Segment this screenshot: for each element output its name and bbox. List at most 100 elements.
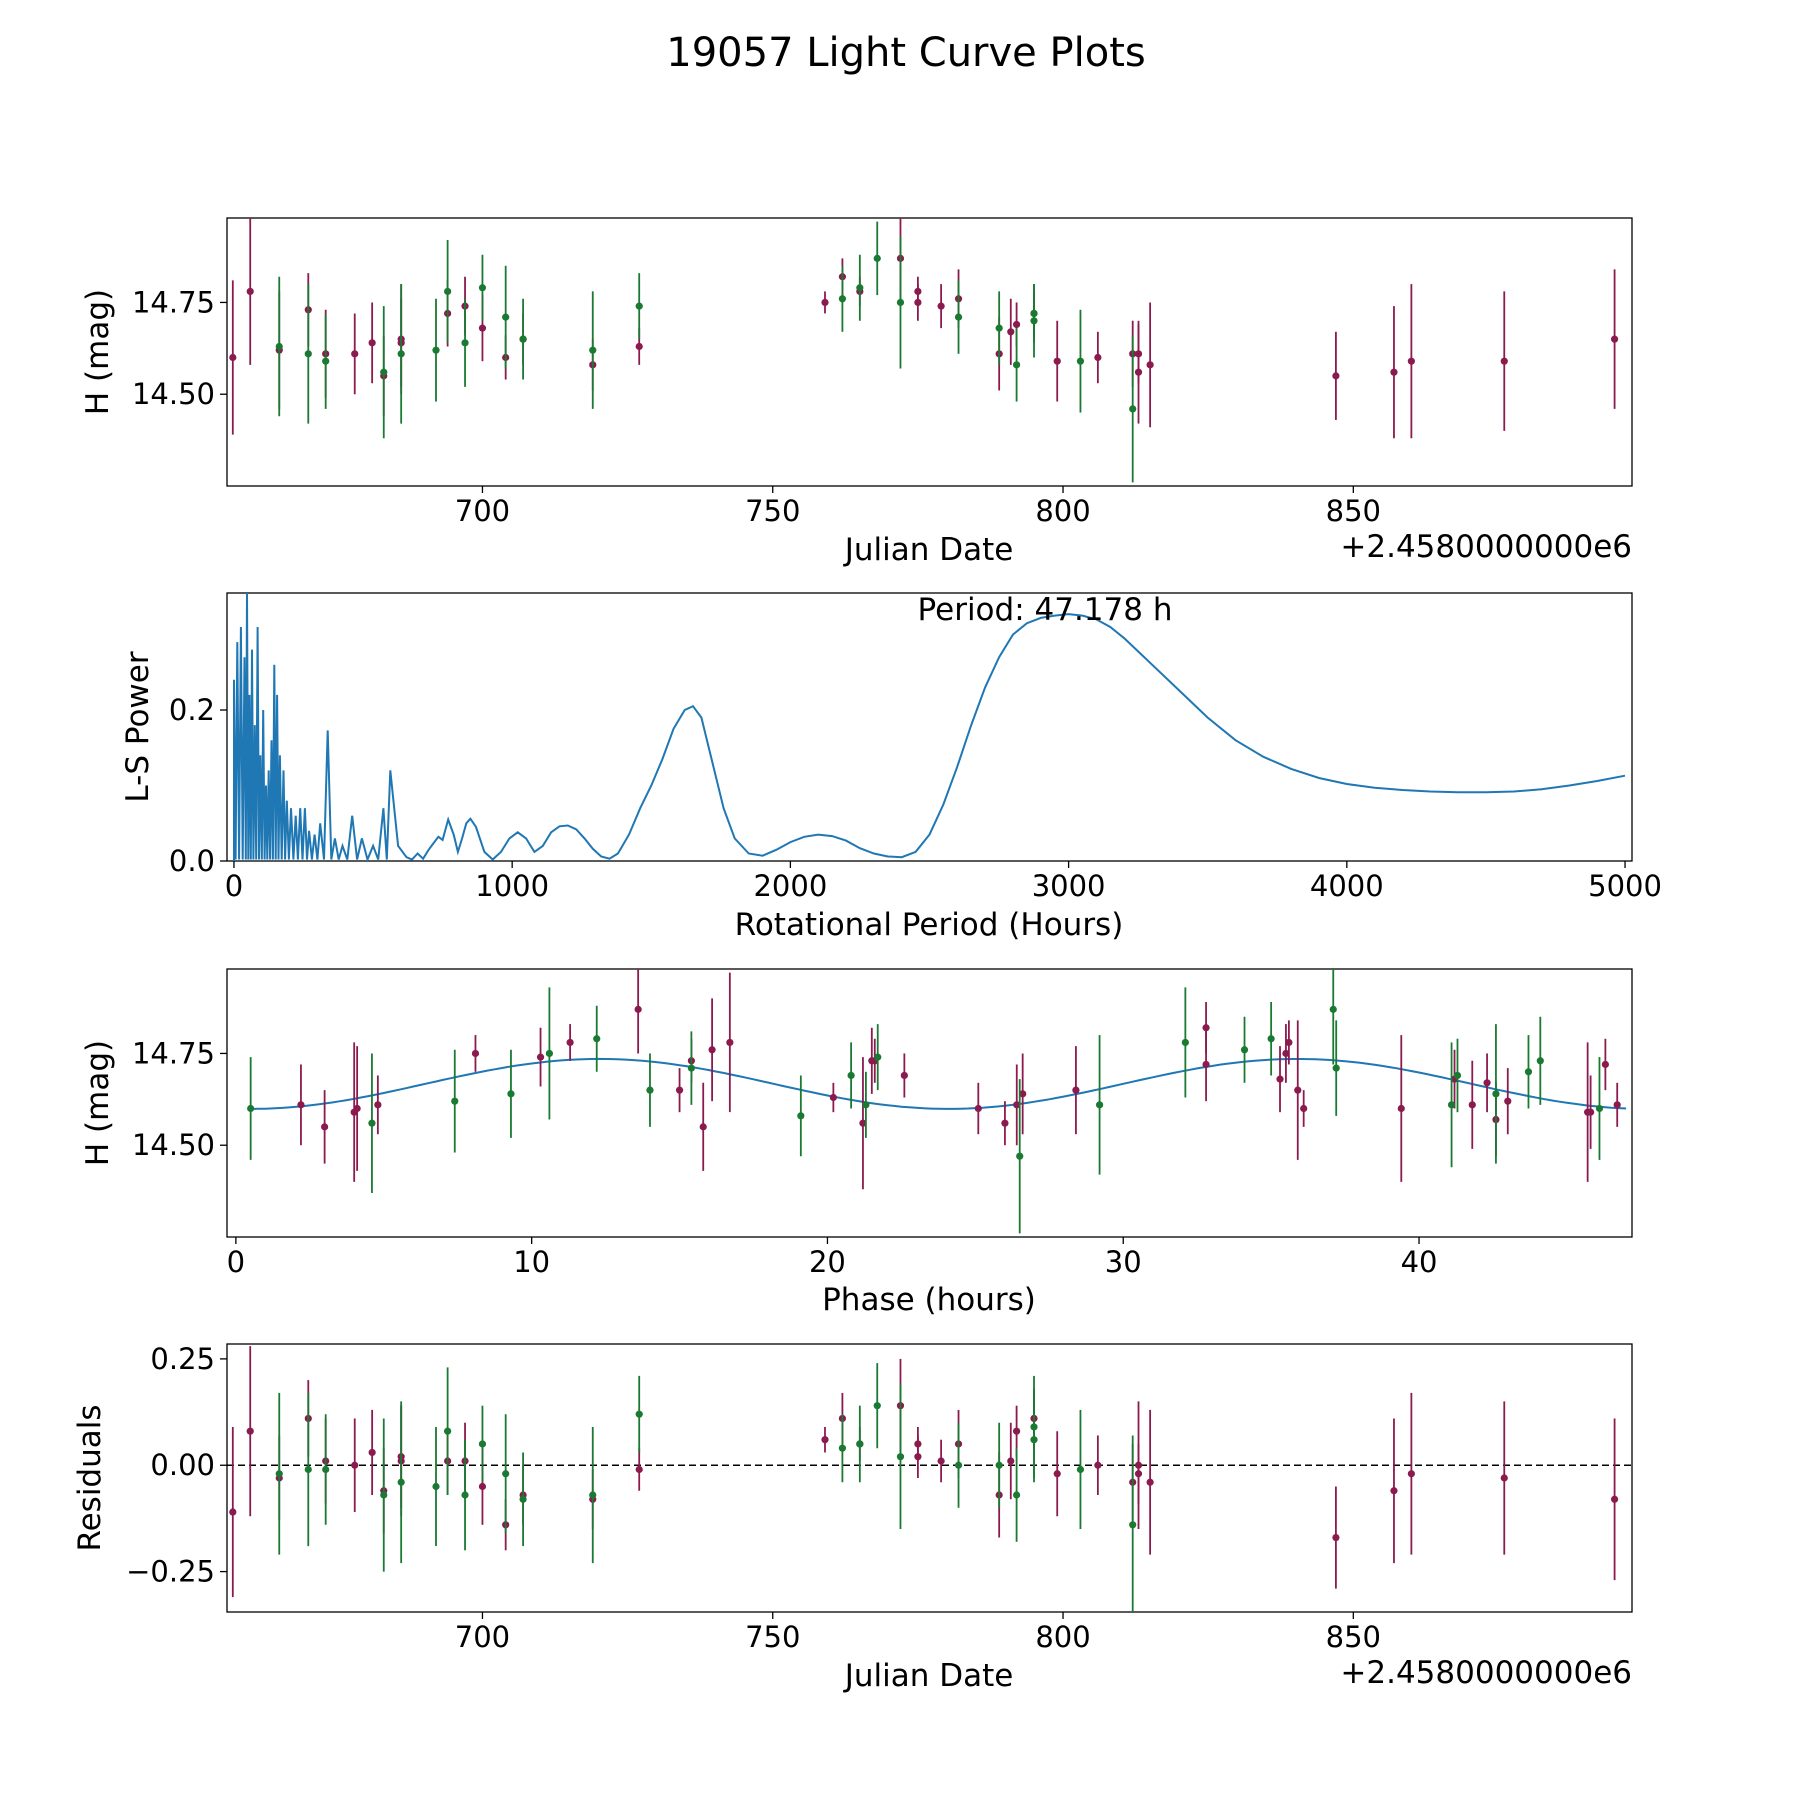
green-data-point xyxy=(502,313,510,321)
green-data-point xyxy=(896,1453,905,1461)
x-tick-label: 10 xyxy=(513,1245,550,1279)
red-data-point xyxy=(859,1119,867,1127)
green-data-point xyxy=(1447,1101,1456,1109)
red-data-point xyxy=(1276,1075,1284,1083)
green-data-point xyxy=(461,1491,469,1499)
phased-panel: 0 10 20 30 40 14.50 14.75 Phase (hours) H (ma… xyxy=(80,968,1633,1318)
red-data-point xyxy=(368,339,376,347)
green-data-point xyxy=(1076,357,1085,365)
red-data-point xyxy=(1601,1060,1609,1069)
red-data-point xyxy=(635,1465,643,1474)
red-data-point xyxy=(1001,1119,1009,1127)
green-data-point xyxy=(635,1410,643,1418)
figure-title: 19057 Light Curve Plots xyxy=(666,30,1145,76)
red-data-point xyxy=(351,350,359,358)
phased-y-label: H (mag) xyxy=(80,1040,116,1166)
red-data-point xyxy=(699,1123,707,1131)
green-data-point xyxy=(1453,1071,1462,1080)
red-data-point xyxy=(368,1448,376,1457)
red-data-point xyxy=(1282,1049,1290,1058)
x-tick-label: 40 xyxy=(1401,1245,1438,1279)
x-tick-label: 700 xyxy=(455,494,510,528)
red-data-point xyxy=(1294,1086,1302,1094)
green-data-point xyxy=(247,1104,255,1113)
green-data-point xyxy=(593,1035,601,1043)
residuals-y-label: Residuals xyxy=(72,1404,108,1551)
red-data-point xyxy=(1202,1060,1210,1069)
red-data-point xyxy=(726,1038,734,1047)
red-data-point xyxy=(1500,1474,1508,1482)
red-data-point xyxy=(351,1461,359,1469)
red-data-point xyxy=(1390,368,1398,376)
lightcurve-y-label: H (mag) xyxy=(80,289,116,415)
green-data-point xyxy=(1536,1057,1544,1065)
red-data-point xyxy=(246,1427,254,1435)
red-data-point xyxy=(1468,1101,1476,1109)
green-data-point xyxy=(896,298,905,307)
red-data-point xyxy=(1134,1470,1143,1478)
red-data-point xyxy=(1053,1470,1061,1478)
red-data-point xyxy=(1500,357,1508,365)
green-data-point xyxy=(1332,1064,1340,1072)
red-data-point xyxy=(536,1053,545,1061)
lightcurve-axes-frame xyxy=(226,217,1633,487)
y-tick-label: 14.75 xyxy=(132,1036,215,1070)
green-data-point xyxy=(589,346,597,354)
periodogram-panel: 0 1000 2000 3000 4000 5000 0.0 0.2 Period: 47.… xyxy=(120,592,1662,943)
green-data-point xyxy=(873,254,881,262)
x-tick-label: 750 xyxy=(745,1620,800,1654)
red-data-point xyxy=(246,287,254,296)
green-data-point xyxy=(1030,1423,1038,1431)
red-data-point xyxy=(353,1104,361,1113)
green-data-point xyxy=(1076,1465,1085,1474)
periodogram-curve xyxy=(233,592,1626,863)
red-data-point xyxy=(937,1457,945,1465)
red-data-point xyxy=(297,1101,305,1109)
green-data-point xyxy=(478,1440,487,1448)
x-tick-label: 20 xyxy=(809,1245,846,1279)
red-data-point xyxy=(1504,1097,1512,1105)
periodogram-y-label: L-S Power xyxy=(120,651,156,802)
x-tick-label: 2000 xyxy=(753,869,827,903)
green-data-point xyxy=(304,350,312,358)
green-data-point xyxy=(995,1461,1003,1469)
red-data-point xyxy=(821,1436,829,1444)
green-data-point xyxy=(1095,1101,1104,1109)
red-data-point xyxy=(974,1104,982,1113)
red-data-point xyxy=(566,1038,574,1047)
x-tick-label: 0 xyxy=(227,1245,245,1279)
x-tick-label: 5000 xyxy=(1588,869,1662,903)
x-tick-label: 1000 xyxy=(475,869,549,903)
x-tick-label: 700 xyxy=(455,1620,510,1654)
red-data-point xyxy=(635,342,643,351)
red-data-point xyxy=(321,1123,329,1131)
phased-x-ticks: 0 10 20 30 40 xyxy=(227,1237,1438,1279)
periodogram-line xyxy=(233,592,1626,863)
green-data-point xyxy=(1267,1035,1275,1043)
green-data-point xyxy=(451,1097,459,1105)
red-data-point xyxy=(1483,1079,1491,1087)
x-tick-label: 4000 xyxy=(1310,869,1384,903)
red-data-point xyxy=(374,1101,382,1109)
red-data-point xyxy=(1146,1478,1154,1486)
red-data-point xyxy=(1094,353,1102,362)
green-data-point xyxy=(322,1465,330,1474)
red-data-point xyxy=(1285,1038,1293,1047)
phased-points xyxy=(247,969,1627,1234)
green-data-point xyxy=(856,284,864,292)
green-data-point xyxy=(545,1049,554,1058)
red-data-point xyxy=(829,1093,837,1102)
residuals-axes-frame xyxy=(226,1343,1633,1613)
green-data-point xyxy=(1524,1068,1533,1076)
red-data-point xyxy=(914,287,922,296)
x-tick-label: 750 xyxy=(745,494,800,528)
green-data-point xyxy=(856,1440,864,1448)
green-data-point xyxy=(1129,405,1137,413)
lightcurve-offset-label: +2.4580000000e6 xyxy=(1340,529,1632,565)
green-data-point xyxy=(368,1119,376,1127)
green-data-point xyxy=(838,295,847,303)
green-data-point xyxy=(1492,1090,1500,1098)
red-data-point xyxy=(1013,1101,1021,1109)
green-data-point xyxy=(397,350,405,358)
lightcurve-x-ticks: 700 750 800 850 xyxy=(455,486,1381,528)
